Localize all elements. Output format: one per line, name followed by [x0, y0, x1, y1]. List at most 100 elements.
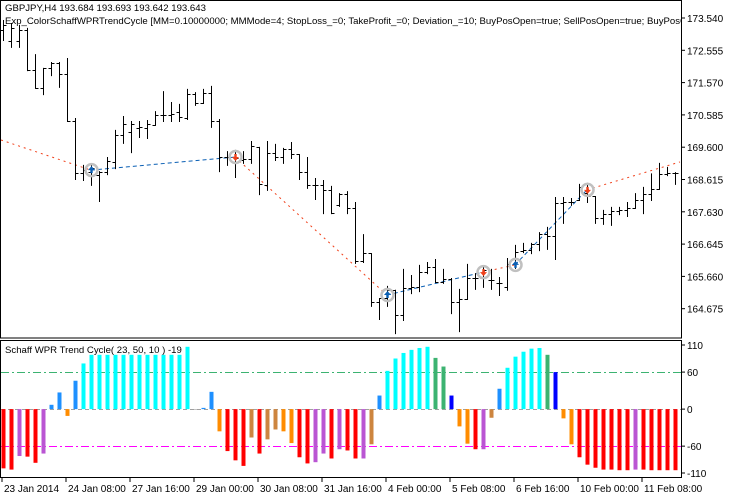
- ohlc-bar[interactable]: [248, 140, 255, 164]
- histogram-bar[interactable]: [209, 391, 214, 410]
- histogram-bar[interactable]: [17, 409, 22, 457]
- ohlc-bar[interactable]: [560, 197, 567, 224]
- histogram-bar[interactable]: [153, 354, 158, 410]
- histogram-bar[interactable]: [609, 409, 614, 470]
- ohlc-bar[interactable]: [440, 268, 447, 284]
- histogram-bar[interactable]: [161, 354, 166, 410]
- histogram-bar[interactable]: [409, 349, 414, 410]
- histogram-bar[interactable]: [305, 409, 310, 464]
- ohlc-bar[interactable]: [104, 157, 111, 176]
- ohlc-bar[interactable]: [672, 172, 679, 185]
- histogram-bar[interactable]: [289, 409, 294, 444]
- ohlc-bar[interactable]: [616, 206, 623, 216]
- ohlc-bar[interactable]: [48, 61, 55, 77]
- ohlc-bar[interactable]: [592, 196, 599, 224]
- histogram-bar[interactable]: [361, 409, 366, 459]
- histogram-bar[interactable]: [441, 366, 446, 410]
- histogram-bar[interactable]: [665, 409, 670, 471]
- ohlc-bar[interactable]: [24, 27, 31, 72]
- histogram-bar[interactable]: [529, 348, 534, 410]
- ohlc-bar[interactable]: [168, 101, 175, 122]
- ohlc-bar[interactable]: [456, 288, 463, 333]
- ohlc-bar[interactable]: [136, 120, 143, 139]
- histogram-bar[interactable]: [473, 409, 478, 450]
- histogram-bar[interactable]: [353, 409, 358, 459]
- ohlc-bar[interactable]: [40, 67, 47, 96]
- ohlc-bar[interactable]: [280, 147, 287, 164]
- ohlc-bar[interactable]: [96, 171, 103, 202]
- histogram-bar[interactable]: [625, 409, 630, 471]
- ohlc-bar[interactable]: [472, 273, 479, 290]
- histogram-bar[interactable]: [249, 409, 254, 438]
- histogram-bar[interactable]: [105, 354, 110, 410]
- histogram-bar[interactable]: [465, 409, 470, 444]
- ohlc-bar[interactable]: [656, 162, 663, 190]
- histogram-bar[interactable]: [337, 409, 342, 450]
- histogram-bar[interactable]: [585, 409, 590, 465]
- ohlc-bar[interactable]: [552, 197, 559, 260]
- ohlc-bar[interactable]: [528, 242, 535, 255]
- histogram-bar[interactable]: [345, 409, 350, 451]
- histogram-bar[interactable]: [225, 409, 230, 452]
- ohlc-bar[interactable]: [360, 234, 367, 263]
- price-pane[interactable]: [0, 19, 681, 335]
- histogram-bar[interactable]: [145, 354, 150, 410]
- histogram-bar[interactable]: [65, 409, 70, 416]
- ohlc-bar[interactable]: [600, 209, 607, 225]
- ohlc-bar[interactable]: [544, 226, 551, 250]
- histogram-bar[interactable]: [113, 354, 118, 410]
- ohlc-bar[interactable]: [632, 193, 639, 209]
- histogram-bar[interactable]: [201, 407, 206, 410]
- histogram-bar[interactable]: [241, 409, 246, 466]
- histogram-bar[interactable]: [593, 409, 598, 468]
- ohlc-bar[interactable]: [272, 143, 279, 161]
- histogram-bar[interactable]: [89, 354, 94, 410]
- ohlc-bar[interactable]: [64, 58, 71, 122]
- ohlc-bar[interactable]: [344, 191, 351, 215]
- histogram-bar[interactable]: [545, 354, 550, 410]
- ohlc-bar[interactable]: [184, 88, 191, 121]
- histogram-bar[interactable]: [633, 409, 638, 470]
- histogram-bar[interactable]: [385, 370, 390, 410]
- ohlc-bar[interactable]: [152, 111, 159, 126]
- ohlc-bar[interactable]: [416, 264, 423, 293]
- histogram-bar[interactable]: [513, 356, 518, 410]
- sell-signal-marker[interactable]: [476, 264, 491, 280]
- ohlc-bar[interactable]: [160, 91, 167, 122]
- ohlc-bar[interactable]: [496, 277, 503, 297]
- ohlc-bar[interactable]: [288, 141, 295, 160]
- histogram-bar[interactable]: [369, 409, 374, 445]
- histogram-bar[interactable]: [433, 357, 438, 410]
- histogram-bar[interactable]: [481, 409, 486, 450]
- histogram-bar[interactable]: [57, 392, 62, 410]
- buy-signal-marker[interactable]: [84, 162, 99, 178]
- ohlc-bar[interactable]: [448, 278, 455, 315]
- histogram-bar[interactable]: [257, 409, 262, 454]
- sell-signal-marker[interactable]: [228, 149, 243, 165]
- histogram-bar[interactable]: [217, 409, 222, 432]
- histogram-bar[interactable]: [617, 409, 622, 471]
- histogram-bar[interactable]: [297, 409, 302, 458]
- ohlc-bar[interactable]: [568, 198, 575, 206]
- histogram-bar[interactable]: [673, 409, 678, 471]
- ohlc-bar[interactable]: [216, 119, 223, 173]
- histogram-bar[interactable]: [657, 409, 662, 471]
- ohlc-bar[interactable]: [464, 263, 471, 300]
- ohlc-bar[interactable]: [120, 116, 127, 144]
- histogram-bar[interactable]: [601, 409, 606, 470]
- ohlc-bar[interactable]: [208, 85, 215, 128]
- ohlc-bar[interactable]: [520, 242, 527, 254]
- ohlc-bar[interactable]: [336, 193, 343, 207]
- histogram-bar[interactable]: [537, 348, 542, 410]
- histogram-bar[interactable]: [321, 409, 326, 454]
- histogram-bar[interactable]: [25, 409, 30, 457]
- histogram-bar[interactable]: [169, 354, 174, 410]
- histogram-bar[interactable]: [649, 409, 654, 471]
- ohlc-bar[interactable]: [144, 119, 151, 140]
- histogram-bar[interactable]: [577, 409, 582, 458]
- histogram-bar[interactable]: [129, 354, 134, 410]
- ohlc-bar[interactable]: [256, 146, 263, 196]
- histogram-bar[interactable]: [425, 346, 430, 410]
- ohlc-bar[interactable]: [304, 157, 311, 189]
